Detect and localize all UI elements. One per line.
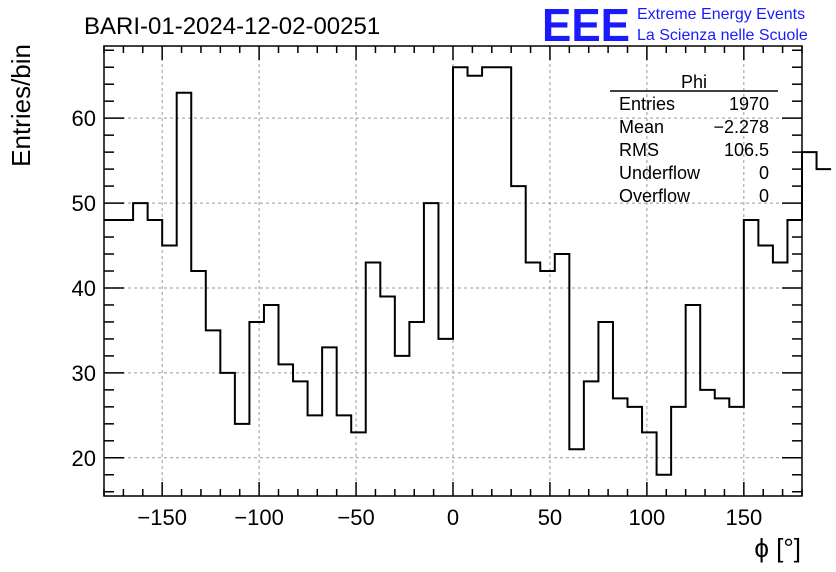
histogram-bin <box>424 203 439 496</box>
stats-value: 0 <box>759 186 769 206</box>
stats-value: −2.278 <box>713 117 769 137</box>
stats-box: Phi Entries 1970 Mean −2.278 RMS 106.5 Underfl… <box>610 72 778 206</box>
histogram-bin <box>206 330 221 496</box>
logo-line-2: La Scienza nelle Scuole <box>637 27 808 44</box>
histogram-bin <box>700 390 715 496</box>
histogram-bin <box>715 398 730 496</box>
logo-line-1: Extreme Energy Events <box>637 6 805 23</box>
histogram-bin <box>279 364 294 496</box>
histogram-bin <box>235 424 250 496</box>
histogram-bin <box>249 322 264 496</box>
histogram-bin <box>628 407 643 496</box>
histogram-bin <box>511 186 526 496</box>
histogram-bin <box>817 169 832 496</box>
histogram-bin <box>380 296 395 496</box>
stats-value: 1970 <box>729 94 769 114</box>
stats-label: Underflow <box>619 163 701 183</box>
histogram-bin <box>351 432 366 496</box>
x-tick-label: 0 <box>447 505 459 530</box>
histogram-bin <box>540 271 555 496</box>
histogram-bin <box>773 263 788 496</box>
histogram-bin <box>438 339 453 496</box>
histogram-bin <box>409 322 424 496</box>
stats-label: Mean <box>619 117 664 137</box>
histogram-bin <box>758 246 773 496</box>
x-axis-title: ϕ [°] <box>754 533 801 563</box>
histogram-bin <box>104 220 119 496</box>
y-tick-label: 60 <box>72 106 96 131</box>
histogram-bin <box>119 220 134 496</box>
stats-rows: Entries 1970 Mean −2.278 RMS 106.5 Underflow 0 O… <box>619 94 769 206</box>
stats-name: Phi <box>681 72 707 92</box>
histogram-bin <box>133 203 148 496</box>
histogram-bin <box>744 220 759 496</box>
histogram-bin <box>686 305 701 496</box>
histogram-bin <box>657 475 672 496</box>
histogram-bin <box>177 93 192 496</box>
histogram-bin <box>642 432 657 496</box>
histogram-bin <box>526 263 541 496</box>
eee-logo-mark: EEE <box>542 0 630 51</box>
histogram-outline <box>104 66 832 476</box>
histogram-bin <box>322 347 337 496</box>
histogram-bin <box>497 67 512 496</box>
histogram-bin <box>671 407 686 496</box>
y-tick-label: 30 <box>72 361 96 386</box>
histogram-bin <box>584 381 599 496</box>
x-tick-label: −150 <box>137 505 187 530</box>
y-tick-labels: 20 30 40 50 60 <box>72 106 96 471</box>
x-tick-label: 100 <box>629 505 666 530</box>
histogram-bin <box>468 76 483 496</box>
x-tick-label: 50 <box>538 505 562 530</box>
histogram-bin <box>220 373 235 496</box>
stats-label: Entries <box>619 94 675 114</box>
chart-title: BARI-01-2024-12-02-00251 <box>84 13 380 40</box>
histogram-bin <box>337 415 352 496</box>
histogram-bin <box>308 415 323 496</box>
stats-label: RMS <box>619 140 659 160</box>
histogram-bin <box>191 271 206 496</box>
y-tick-label: 20 <box>72 446 96 471</box>
x-tick-label: −100 <box>234 505 284 530</box>
x-tick-label: −50 <box>337 505 374 530</box>
y-axis-title: Entries/bin <box>6 44 36 167</box>
x-tick-label: 150 <box>725 505 762 530</box>
histogram-bin <box>569 449 584 496</box>
histogram-bin <box>148 220 163 496</box>
histogram-bin <box>555 254 570 496</box>
histogram-bin <box>729 407 744 496</box>
y-tick-label: 40 <box>72 276 96 301</box>
histogram-bin <box>366 263 381 496</box>
histogram-bin <box>598 322 613 496</box>
y-tick-label: 50 <box>72 191 96 216</box>
histogram-bin <box>453 67 468 496</box>
histogram-bin <box>395 356 410 496</box>
histogram-bin <box>613 398 628 496</box>
stats-label: Overflow <box>619 186 691 206</box>
histogram-bin <box>264 305 279 496</box>
histogram-bin <box>293 381 308 496</box>
histogram-bin <box>787 220 802 496</box>
histogram-bin <box>802 152 817 496</box>
stats-value: 106.5 <box>724 140 769 160</box>
axis-ticks <box>103 46 803 496</box>
x-tick-labels: −150 −100 −50 0 50 100 150 <box>137 505 762 530</box>
histogram-bin <box>482 67 497 496</box>
histogram-bin <box>162 246 177 496</box>
stats-value: 0 <box>759 163 769 183</box>
